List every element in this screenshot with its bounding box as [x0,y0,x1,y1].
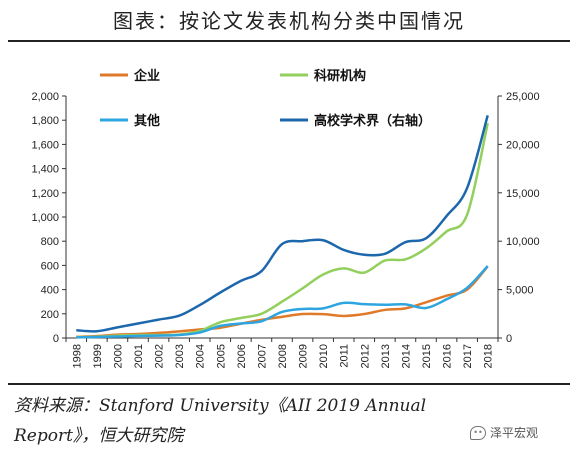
left-axis-tick-label: 400 [41,285,59,297]
x-axis-tick-label: 2006 [236,344,248,368]
left-axis-tick-label: 200 [41,309,59,321]
right-axis-tick-label: 10,000 [506,236,540,248]
x-axis-tick-label: 2013 [380,344,392,368]
series-line-2 [76,122,489,339]
source-note: 资料来源：Stanford University《AII 2019 Annual… [14,391,564,451]
left-axis-tick-label: 1,000 [31,212,59,224]
x-axis-tick-label: 2009 [298,344,310,368]
left-axis-tick-label: 800 [41,236,59,248]
x-axis-tick-label: 1999 [92,344,104,368]
x-axis-tick-label: 2014 [400,344,412,368]
x-axis-tick-label: 2000 [112,344,124,368]
series-line-4 [76,115,489,333]
right-axis-tick-label: 5,000 [506,285,534,297]
legend-label-3: 其他 [134,113,160,129]
title-rule [8,40,570,42]
left-axis-tick-label: 1,800 [31,115,59,127]
footer-rule [8,383,570,385]
figure-title: 图表：按论文发表机构分类中国情况 [113,9,465,33]
legend-label-2: 科研机构 [314,68,366,84]
left-axis-tick-label: 1,400 [31,164,59,176]
watermark: •• 泽平宏观 [470,424,538,441]
x-axis-tick-label: 2016 [442,344,454,368]
legend-label-4: 高校学术界（右轴） [314,113,431,129]
left-axis-tick-label: 2,000 [31,91,59,103]
x-axis-tick-label: 1998 [71,344,83,368]
x-axis-tick-label: 2004 [195,344,207,368]
x-axis-tick-label: 2012 [359,344,371,368]
x-axis-tick-label: 2005 [215,344,227,368]
right-axis-tick-label: 20,000 [506,139,540,151]
x-axis-tick-label: 2007 [256,344,268,368]
x-axis-tick-label: 2010 [318,344,330,368]
left-axis-tick-label: 1,200 [31,188,59,200]
x-axis-tick-label: 2003 [174,344,186,368]
left-axis-tick-label: 0 [53,333,59,345]
legend-label-1: 企业 [133,68,160,84]
right-axis-tick-label: 15,000 [506,188,540,200]
x-axis-tick-label: 2008 [277,344,289,368]
left-axis-tick-label: 600 [41,260,59,272]
right-axis-tick-label: 0 [506,333,512,345]
x-axis-tick-label: 2002 [154,344,166,368]
x-axis-tick-label: 2011 [339,344,351,368]
source-line-1: 资料来源：Stanford University《AII 2019 Annual [14,396,427,416]
x-axis-tick-label: 2017 [462,344,474,368]
left-axis-tick-label: 1,600 [31,139,59,151]
x-axis-tick-label: 2018 [483,344,495,368]
wechat-icon: •• [470,425,486,440]
watermark-text: 泽平宏观 [490,426,539,440]
x-axis-tick-label: 2015 [421,344,433,368]
x-axis-tick-label: 2001 [133,344,145,368]
right-axis-tick-label: 25,000 [506,91,540,103]
source-line-2: Report》，恒大研究院 [14,426,184,446]
